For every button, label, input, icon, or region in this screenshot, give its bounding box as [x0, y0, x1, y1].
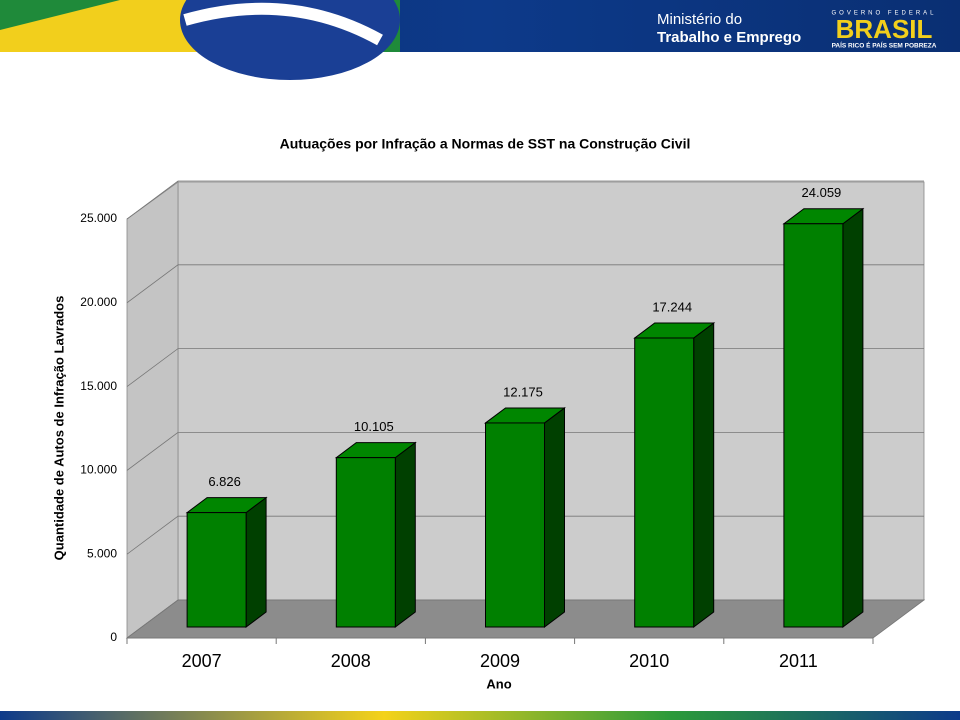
y-axis-label: Quantidade de Autos de Infração Lavrados: [51, 296, 66, 561]
x-axis-label: Ano: [486, 676, 511, 691]
grid-line: [126, 264, 924, 304]
value-label: 17.244: [652, 299, 692, 314]
x-tick-label: 2011: [779, 651, 818, 671]
bar-side: [842, 207, 864, 628]
bar-side: [693, 321, 715, 628]
x-tick-label: 2008: [331, 651, 371, 671]
bar: [485, 422, 545, 628]
bar-side: [544, 406, 565, 628]
y-tick-label: 10.000: [80, 463, 117, 477]
bar: [783, 223, 844, 628]
y-tick-label: 25.000: [80, 211, 117, 225]
x-tick-label: 2007: [182, 651, 222, 671]
slogan: PAÍS RICO É PAÍS SEM POBREZA: [832, 41, 937, 50]
bar: [634, 337, 695, 628]
x-tick-label: 2010: [629, 651, 669, 671]
ministry-line2: Trabalho e Emprego: [657, 29, 801, 46]
value-label: 24.059: [802, 185, 842, 200]
brand: BRASIL: [836, 14, 933, 44]
y-tick-label: 20.000: [80, 295, 117, 309]
value-label: 6.826: [208, 474, 241, 489]
y-tick-label: 0: [110, 630, 117, 644]
grid-line: [126, 180, 924, 220]
government: GOVERNO FEDERAL: [831, 11, 936, 17]
chart-title: Autuações por Infração a Normas de SST n…: [280, 136, 691, 152]
y-tick-label: 5.000: [87, 546, 117, 560]
bar-side: [245, 496, 267, 628]
bar: [335, 457, 396, 628]
ministry-line1: Ministério do: [657, 11, 742, 28]
x-tick-label: 2009: [480, 651, 520, 671]
header-band: Ministério do Trabalho e Emprego GOVERNO…: [0, 0, 960, 80]
value-label: 12.175: [503, 384, 543, 399]
y-tick-label: 15.000: [80, 379, 117, 393]
footer-band: [0, 711, 960, 720]
value-label: 10.105: [354, 419, 394, 434]
bar-side: [394, 441, 416, 628]
bar: [186, 512, 247, 628]
